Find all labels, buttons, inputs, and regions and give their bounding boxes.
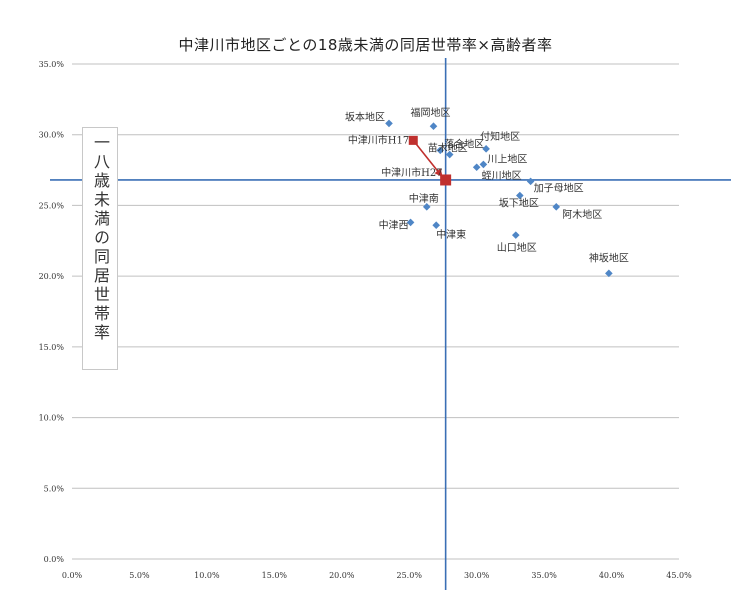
data-point-marker	[422, 203, 431, 211]
data-point-marker	[526, 177, 535, 186]
x-tick-label: 45.0%	[666, 571, 692, 580]
highlight-point-label: 中津川市H17	[348, 133, 409, 146]
reference-lines	[50, 58, 731, 590]
data-point-label: 阿木地区	[562, 208, 602, 221]
x-tick-label: 40.0%	[599, 571, 625, 580]
data-point-marker	[436, 146, 445, 155]
data-point-label: 蛭川地区	[482, 169, 522, 182]
y-tick-label: 10.0%	[39, 414, 65, 423]
data-point-label: 坂下地区	[499, 197, 539, 210]
grid-lines	[72, 63, 679, 560]
data-point-label: 神坂地区	[589, 251, 629, 264]
x-tick-label: 35.0%	[531, 571, 557, 580]
x-tick-label: 30.0%	[464, 571, 490, 580]
data-point-label: 川上地区	[487, 152, 527, 165]
data-point-marker	[385, 119, 393, 128]
highlight-point-marker	[440, 174, 452, 186]
data-point-label: 山口地区	[497, 241, 537, 254]
x-tick-label: 10.0%	[194, 571, 220, 580]
trend-arrow-line	[412, 139, 443, 177]
data-point-label: 付知地区	[480, 130, 520, 143]
data-point-label: 中津東	[436, 228, 466, 241]
data-points: 坂本地区 福岡地区落合地区付知地区苗木地区川上地区蛭川地区加子母地区坂下地区阿木地…	[345, 106, 629, 278]
x-axis-ticks: 0.0% 5.0% 10.0% 15.0% 20.0% 25.0% 30.0% 35.0% 40…	[62, 571, 692, 580]
highlight-point-label: 中津川市H27	[381, 166, 442, 179]
data-point-marker	[605, 269, 613, 278]
data-point-marker	[445, 150, 454, 159]
data-point-label: 福岡地区	[411, 106, 451, 119]
data-point-label: 苗木地区	[428, 142, 468, 155]
y-tick-label: 5.0%	[44, 484, 65, 493]
data-point-label: 中津西	[379, 218, 409, 231]
data-point-marker	[472, 163, 481, 172]
highlight-point-marker	[408, 135, 418, 145]
x-tick-label: 0.0%	[62, 571, 83, 580]
y-tick-label: 30.0%	[39, 131, 65, 140]
y-tick-label: 20.0%	[39, 272, 65, 281]
data-point-label: 落合地区	[444, 137, 484, 150]
x-tick-label: 25.0%	[397, 571, 423, 580]
data-point-marker	[432, 221, 440, 230]
data-point-label: 中津南	[409, 192, 439, 205]
x-tick-label: 5.0%	[129, 571, 150, 580]
data-point-marker	[552, 203, 561, 211]
data-point-marker	[516, 191, 524, 200]
highlight-points: 中津川市H17 中津川市H27	[348, 133, 452, 186]
y-tick-label: 0.0%	[44, 555, 65, 564]
y-axis-ticks: 0.0% 5.0% 10.0% 15.0% 20.0% 25.0% 30.0% 35.0%	[39, 60, 65, 564]
data-point-marker	[511, 231, 520, 239]
chart-title: 中津川市地区ごとの18歳未満の同居世帯率×高齢者率	[178, 36, 553, 54]
data-point-marker	[479, 160, 488, 169]
y-tick-label: 25.0%	[39, 201, 65, 210]
data-point-marker	[429, 122, 438, 131]
data-point-marker	[406, 218, 415, 227]
data-point-marker	[482, 145, 490, 153]
y-tick-label: 15.0%	[39, 343, 65, 352]
y-tick-label: 35.0%	[39, 60, 65, 69]
data-point-label: 加子母地区	[534, 181, 584, 194]
y-axis-label: 一八歳未満の同居世帯率	[91, 134, 110, 343]
x-tick-label: 15.0%	[262, 571, 288, 580]
y-axis-label-box: 一八歳未満の同居世帯率	[82, 127, 118, 370]
x-tick-label: 20.0%	[329, 571, 355, 580]
data-point-label: 坂本地区	[345, 110, 385, 123]
